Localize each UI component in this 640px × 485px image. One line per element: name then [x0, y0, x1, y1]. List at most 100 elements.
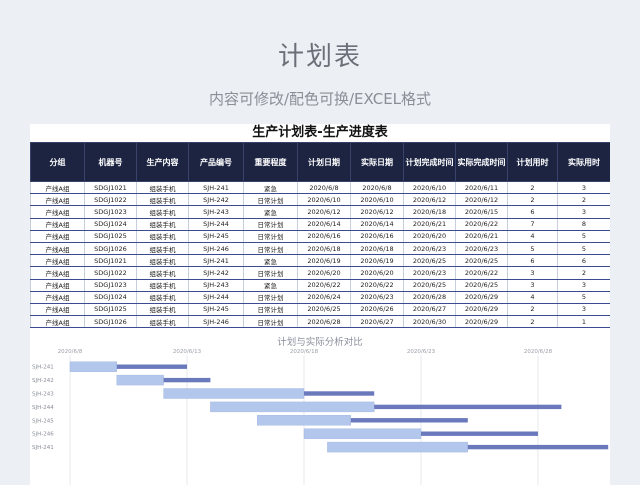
actual-bar: [304, 391, 375, 396]
table-cell: SDGJ1025: [84, 303, 137, 317]
table-cell: 2020/6/18: [297, 242, 351, 256]
table-cell: SDGJ1021: [84, 254, 137, 268]
table-cell: 组装手机: [136, 291, 189, 304]
actual-bar: [421, 431, 538, 436]
table-cell: SDGJ1026: [84, 315, 137, 329]
table-cell: SJH-246: [188, 315, 244, 329]
y-category-label: SJH-245: [32, 418, 54, 424]
table-cell: 2020/6/8: [350, 181, 404, 195]
table-cell: SDGJ1025: [84, 230, 137, 243]
table-cell: 2020/6/29: [455, 303, 508, 317]
table-cell: SDGJ1024: [84, 291, 137, 304]
table-cell: 2020/6/16: [297, 230, 351, 243]
table-cell: 产线A组: [30, 230, 85, 243]
table-cell: 2020/6/21: [455, 230, 508, 243]
column-header: 重要程度: [243, 142, 298, 182]
table-row: 产线A组 SDGJ1024 组装手机 SJH-244 日常计划 2020/6/14 2020…: [30, 218, 610, 231]
spreadsheet-preview: 生产计划表-生产进度表 分组 机器号 生产内容 产品编号 重要程度 计划日期 实际日期 计划完…: [30, 124, 610, 485]
table-cell: 2020/6/25: [297, 303, 351, 317]
table-cell: 2020/6/21: [403, 218, 456, 231]
table-row: 产线A组 SDGJ1021 组装手机 SJH-241 紧急 2020/6/19 2020/6…: [30, 254, 610, 268]
table-cell: 2020/6/20: [403, 230, 456, 243]
table-cell: 日常计划: [243, 291, 298, 304]
table-cell: 2020/6/28: [297, 315, 351, 329]
table-cell: SJH-243: [188, 279, 244, 292]
table-cell: 2020/6/19: [297, 254, 351, 268]
table-cell: 2020/6/25: [455, 279, 508, 292]
column-header: 实际日期: [350, 142, 404, 182]
actual-bar: [350, 418, 468, 423]
table-cell: 6: [507, 205, 558, 219]
table-cell: 4: [507, 230, 558, 243]
table-cell: SJH-244: [188, 218, 244, 231]
table-cell: 2: [507, 193, 558, 207]
table-cell: 产线A组: [30, 279, 85, 292]
table-row: 产线A组 SDGJ1025 组装手机 SJH-245 日常计划 2020/6/16 2020…: [30, 230, 610, 243]
table-cell: 组装手机: [136, 193, 189, 207]
table-cell: 组装手机: [136, 279, 189, 292]
table-cell: 组装手机: [136, 230, 189, 243]
table-cell: 产线A组: [30, 291, 85, 304]
table-cell: 2020/6/19: [350, 254, 404, 268]
y-category-label: SJH-241: [32, 445, 54, 451]
table-cell: 2020/6/26: [350, 303, 404, 317]
x-tick-label: 2020/6/13: [173, 349, 202, 355]
table-cell: 日常计划: [243, 242, 298, 256]
gantt-chart-svg: 计划与实际分析对比 2020/6/8 2020/6/13 2020/6/18 2020/…: [32, 336, 609, 485]
table-row: 产线A组 SDGJ1026 组装手机 SJH-246 日常计划 2020/6/28 2020…: [30, 315, 610, 329]
table-cell: 2020/6/23: [455, 242, 508, 256]
table-cell: 紧急: [243, 205, 298, 219]
table-cell: 2020/6/23: [403, 266, 456, 280]
table-cell: 组装手机: [136, 266, 189, 280]
table-cell: 2020/6/27: [403, 303, 456, 317]
table-cell: 2020/6/14: [350, 218, 404, 231]
table-cell: 日常计划: [243, 315, 298, 329]
table-cell: 2020/6/29: [455, 315, 508, 329]
table-cell: 2020/6/12: [297, 205, 351, 219]
x-tick-label: 2020/6/18: [290, 349, 319, 355]
table-cell: 日常计划: [243, 193, 298, 207]
table-cell: 日常计划: [243, 230, 298, 243]
table-cell: 日常计划: [243, 303, 298, 317]
x-tick-label: 2020/6/8: [58, 349, 83, 355]
table-cell: 2020/6/23: [350, 291, 404, 304]
plan-bar: [116, 374, 164, 386]
table-cell: 6: [557, 254, 610, 268]
table-cell: 2020/6/28: [403, 291, 456, 304]
table-cell: 2020/6/14: [297, 218, 351, 231]
table-cell: 组装手机: [136, 181, 189, 195]
table-cell: SJH-245: [188, 230, 244, 243]
table-cell: 3: [557, 279, 610, 292]
table-row: 产线A组 SDGJ1023 组装手机 SJH-243 紧急 2020/6/12 2020/6…: [30, 205, 610, 219]
table-cell: 2: [507, 181, 558, 195]
table-cell: SDGJ1026: [84, 242, 137, 256]
table-cell: 2: [507, 303, 558, 317]
table-cell: 2020/6/18: [350, 242, 404, 256]
table-row: 产线A组 SDGJ1025 组装手机 SJH-245 日常计划 2020/6/25 2020…: [30, 303, 610, 317]
table-cell: SJH-243: [188, 205, 244, 219]
y-category-label: SJH-242: [32, 378, 54, 384]
table-cell: 5: [557, 230, 610, 243]
gantt-chart: 计划与实际分析对比 2020/6/8 2020/6/13 2020/6/18 2020/…: [30, 333, 610, 485]
x-tick-label: 2020/6/28: [524, 349, 553, 355]
table-header-row: 分组 机器号 生产内容 产品编号 重要程度 计划日期 实际日期 计划完成时间 实际完成时间 计划用…: [30, 142, 610, 182]
plan-bar: [327, 441, 468, 453]
table-cell: 2020/6/10: [297, 193, 351, 207]
table-cell: 3: [557, 303, 610, 317]
column-header: 分组: [30, 142, 85, 182]
table-cell: 2020/6/20: [350, 266, 404, 280]
table-cell: 2020/6/23: [403, 242, 456, 256]
table-cell: 2020/6/10: [403, 181, 456, 195]
table-cell: SDGJ1022: [84, 193, 137, 207]
table-cell: 5: [507, 242, 558, 256]
table-cell: 2020/6/15: [455, 205, 508, 219]
table-cell: 2020/6/18: [403, 205, 456, 219]
chart-title: 计划与实际分析对比: [277, 336, 363, 348]
plan-bar: [210, 401, 375, 413]
table-row: 产线A组 SDGJ1024 组装手机 SJH-244 日常计划 2020/6/24 2020…: [30, 291, 610, 304]
plan-bar: [256, 415, 351, 426]
table-cell: SJH-241: [188, 254, 244, 268]
plan-table: 分组 机器号 生产内容 产品编号 重要程度 计划日期 实际日期 计划完成时间 实际完成时间 计划用…: [30, 142, 610, 329]
table-cell: 2020/6/24: [297, 291, 351, 304]
table-cell: SDGJ1023: [84, 205, 137, 219]
